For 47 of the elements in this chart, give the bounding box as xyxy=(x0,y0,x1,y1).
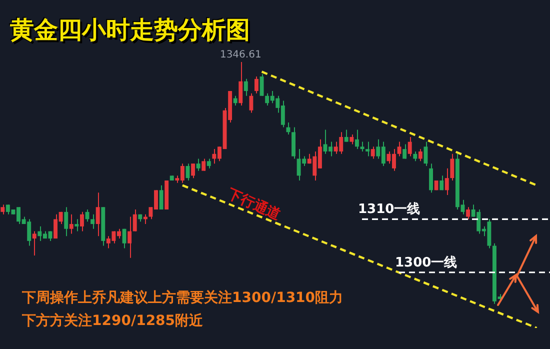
candlestick xyxy=(450,153,454,181)
candlestick xyxy=(90,214,95,230)
text: 下方方关注1290/1285附近 xyxy=(22,312,204,330)
candlestick xyxy=(413,150,418,162)
ref-line-label: 1310一线 xyxy=(358,202,420,218)
candlestick xyxy=(344,129,348,142)
candlestick xyxy=(424,141,428,166)
candlestick xyxy=(202,158,206,172)
candlestick xyxy=(249,92,254,114)
candlestick xyxy=(128,216,132,258)
candlestick xyxy=(191,163,196,179)
candlestick xyxy=(122,228,126,249)
ref-line-label: 1300一线 xyxy=(395,255,458,270)
candlestick xyxy=(0,204,5,215)
candlestick xyxy=(254,76,258,94)
candlestick xyxy=(366,141,370,157)
candlestick xyxy=(466,206,470,220)
candlestick xyxy=(132,209,137,232)
candlestick xyxy=(397,141,402,157)
candlestick xyxy=(196,158,200,172)
annotation: 下行通道 xyxy=(224,185,284,224)
candlestick xyxy=(159,184,164,210)
candlestick xyxy=(418,148,422,162)
candlestick xyxy=(354,129,359,150)
candlestick xyxy=(80,211,84,232)
candlestick xyxy=(96,192,100,237)
candlestick xyxy=(238,62,243,106)
candlestick xyxy=(32,230,36,256)
annotation: 下周操作上乔凡建议上方需要关注1300/1310阻力 xyxy=(22,289,344,307)
candlestick xyxy=(429,163,433,194)
annotation: 1346.61 xyxy=(220,50,262,61)
candlestick xyxy=(370,146,375,160)
candlestick xyxy=(69,214,74,234)
candlestick xyxy=(444,168,449,196)
candlestick xyxy=(408,136,412,157)
candlestick xyxy=(402,144,407,160)
candlestick xyxy=(233,95,238,106)
candlestick xyxy=(350,134,354,145)
chart-title: 黄金四小时走势分析图 xyxy=(10,15,250,46)
candlestick xyxy=(440,175,444,191)
candlestick xyxy=(286,122,290,136)
candlestick xyxy=(244,78,248,96)
candlestick xyxy=(74,218,79,232)
candlestick xyxy=(260,74,264,96)
candlestick xyxy=(360,141,364,152)
candlestick xyxy=(64,206,68,237)
candlestick xyxy=(206,158,211,169)
